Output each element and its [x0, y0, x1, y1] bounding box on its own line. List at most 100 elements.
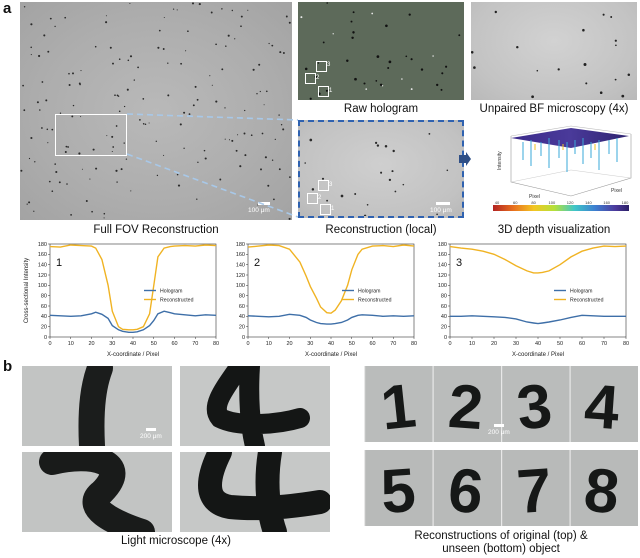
y-tick-label: 0: [242, 335, 245, 341]
particle-dot: [599, 91, 603, 94]
particle-dot: [391, 170, 394, 173]
x-axis-label: X-coordinate / Pixel: [512, 352, 564, 358]
caption-depth-3d: 3D depth visualization: [497, 224, 611, 236]
particle-dot: [387, 66, 390, 70]
particle-dot: [26, 203, 28, 205]
local-scale-label: 100 μm: [430, 207, 452, 214]
series-line-hologram: [450, 314, 626, 325]
particle-dot: [268, 42, 270, 45]
colorbar-tick-label: 60: [513, 200, 518, 205]
caption-unpaired-bf: Unpaired BF microscopy (4x): [479, 103, 629, 115]
particle-dot: [129, 2, 131, 5]
reconstructed-digit: 8: [581, 455, 623, 526]
x-tick-label: 60: [171, 341, 177, 347]
particle-dot: [162, 48, 165, 50]
particle-dot: [80, 116, 82, 118]
particle-dot: [112, 146, 115, 148]
particle-dot: [167, 62, 169, 64]
tile-divider: [432, 366, 434, 442]
particle-dot: [129, 55, 133, 58]
particle-dot: [89, 178, 91, 180]
particle-dot: [70, 214, 72, 216]
particle-dot: [180, 62, 183, 65]
x-tick-label: 20: [491, 341, 497, 347]
particle-dot: [191, 2, 195, 5]
particle-dot: [183, 111, 186, 114]
particle-dot: [243, 132, 246, 135]
particle-dot: [197, 161, 199, 164]
series-line-reconstructed: [247, 244, 415, 314]
particle-dot: [264, 156, 267, 159]
lm-digit-4-top-image: [180, 366, 330, 446]
particle-dot: [23, 109, 26, 112]
colorbar-tick-label: 160: [603, 200, 610, 205]
tile-divider: [569, 450, 571, 526]
particle-dot: [583, 63, 587, 66]
panel-b-letter: b: [3, 358, 13, 375]
particle-dot: [54, 163, 56, 165]
particle-dot: [602, 13, 605, 16]
particle-dot: [250, 134, 253, 137]
particle-dot: [109, 46, 112, 49]
particle-dot: [215, 43, 217, 46]
particle-dot: [531, 95, 534, 99]
x-tick-label: 80: [623, 341, 629, 347]
particle-dot: [408, 13, 411, 16]
lm-digit-3-image: [22, 452, 172, 532]
x-tick-label: 70: [192, 341, 198, 347]
x-tick-label: 0: [48, 341, 51, 347]
depth-x-label: Pixel: [529, 194, 540, 200]
particle-dot: [118, 58, 121, 60]
particle-dot: [354, 77, 357, 81]
full-fov-image: 100 μm: [20, 2, 292, 220]
local-box-label-3: 3: [329, 182, 333, 188]
particle-dot: [95, 167, 98, 170]
particle-dot: [210, 11, 213, 14]
particle-dot: [285, 15, 288, 18]
particle-dot: [288, 217, 291, 220]
particle-dot: [326, 2, 328, 4]
particle-dot: [114, 94, 116, 97]
tile-divider: [364, 450, 366, 526]
particle-dot: [219, 178, 222, 181]
cross-section-chart-3: 0 10 20 30 40 50 60 70 80 0 20 40 60 80 100 120 140 160 18…: [438, 242, 629, 358]
particle-dot: [352, 31, 355, 34]
particle-dot: [118, 110, 121, 113]
y-tick-label: 80: [239, 293, 245, 299]
particle-dot: [321, 177, 325, 180]
particle-dot: [198, 3, 201, 6]
y-tick-label: 20: [441, 324, 447, 330]
y-tick-label: 140: [438, 262, 447, 268]
particle-dot: [81, 168, 83, 170]
particle-dot: [46, 128, 49, 131]
particle-dot: [441, 72, 444, 75]
x-axis-label: X-coordinate / Pixel: [107, 352, 159, 358]
particle-dot: [436, 83, 439, 87]
fov-zoom-box: [55, 114, 127, 156]
particle-dot: [51, 190, 54, 193]
particle-dot: [142, 123, 145, 125]
particle-dot: [247, 9, 249, 11]
y-tick-label: 120: [38, 273, 47, 279]
x-tick-label: 30: [307, 341, 313, 347]
particle-dot: [385, 24, 388, 28]
particle-dot: [176, 9, 178, 11]
particle-dot: [47, 50, 50, 53]
particle-dot: [225, 45, 227, 47]
particle-dot: [224, 107, 226, 109]
y-tick-label: 100: [236, 283, 245, 289]
colorbar-tick-label: 140: [585, 200, 592, 205]
legend-label: Hologram: [570, 289, 593, 295]
fov-scale-bar: [258, 202, 270, 205]
particle-dot: [259, 90, 261, 93]
particle-dot: [325, 89, 328, 92]
particle-dot: [240, 25, 242, 28]
particle-dot: [239, 165, 242, 168]
particle-dot: [309, 138, 313, 142]
local-box-label-1: 1: [331, 206, 335, 212]
particle-dot: [363, 214, 367, 216]
particle-dot: [20, 169, 23, 172]
particle-dot: [536, 69, 539, 72]
cross-section-chart-2: 0 10 20 30 40 50 60 70 80 0 20 40 60 80 100 120 140 160 18…: [236, 242, 417, 358]
y-tick-label: 100: [438, 283, 447, 289]
